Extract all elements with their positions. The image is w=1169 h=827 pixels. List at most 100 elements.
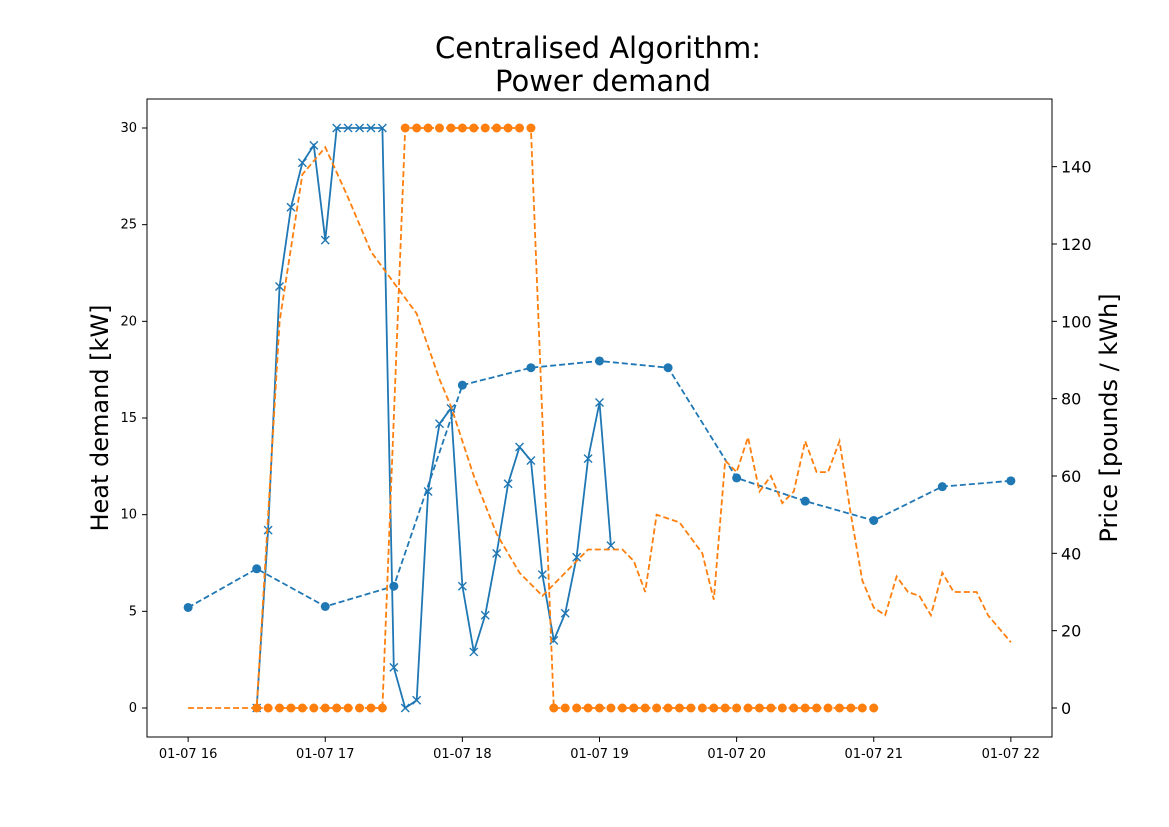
- series-3-point-49: [834, 703, 844, 713]
- series-0-line: [187, 360, 1011, 609]
- series-3-point-28: [595, 703, 604, 713]
- series-1-point-7: [332, 123, 342, 133]
- x-tick-label-5: 01-07 21: [845, 747, 903, 762]
- series-1-point-3: [286, 202, 296, 212]
- series-1-point-24: [526, 456, 536, 466]
- y-right-tick-label-4: 80: [1061, 390, 1081, 409]
- series-3-point-27: [583, 703, 593, 713]
- series-1-point-18: [457, 581, 467, 591]
- series-3-point-31: [629, 703, 639, 713]
- x-tick-label-3: 01-07 19: [570, 747, 628, 762]
- y-left-tick-label-3: 15: [120, 411, 137, 426]
- series-3-point-43: [766, 703, 776, 713]
- series-1-point-13: [400, 703, 410, 713]
- series-1-point-8: [343, 123, 353, 133]
- series-0-point-5: [526, 363, 536, 373]
- y-left-tick-label-1: 5: [129, 604, 137, 619]
- series-3-point-16: [446, 123, 456, 133]
- series-0-point-8: [732, 473, 742, 483]
- series-1-point-25: [537, 570, 547, 580]
- series-3-point-32: [640, 703, 650, 713]
- series-1-point-21: [492, 548, 502, 558]
- series-3-point-11: [377, 703, 387, 713]
- x-tick-label-1: 01-07 17: [296, 747, 354, 762]
- series-3-point-13: [412, 123, 422, 133]
- series-3-point-8: [343, 703, 353, 713]
- series-1-point-29: [583, 454, 593, 464]
- series-3-point-48: [823, 703, 833, 713]
- series-3-point-25: [560, 703, 570, 713]
- series-1-point-23: [515, 442, 525, 452]
- series-2-line: [188, 145, 1012, 709]
- plot-series: [183, 123, 1016, 713]
- series-1-point-31: [606, 541, 616, 551]
- series-3-point-29: [606, 703, 616, 713]
- series-0-point-0: [183, 602, 193, 612]
- y-axis-label-right: Price [pounds / kWh]: [1095, 293, 1123, 542]
- series-3-point-39: [720, 703, 730, 713]
- series-0-point-12: [1006, 476, 1016, 486]
- series-3-point-47: [812, 703, 822, 713]
- x-tick-label-0: 01-07 16: [159, 747, 217, 762]
- y-left-tick-label-4: 20: [120, 314, 137, 329]
- series-0-point-10: [869, 515, 879, 525]
- y-axis-label-left: Heat demand [kW]: [86, 304, 114, 531]
- series-3-point-38: [709, 703, 719, 713]
- series-1-point-5: [309, 140, 319, 150]
- series-1-point-15: [423, 486, 433, 496]
- series-1-point-10: [366, 123, 376, 133]
- series-3-point-1: [263, 703, 273, 713]
- y-right-tick-label-6: 120: [1061, 235, 1092, 254]
- series-1-point-12: [389, 662, 399, 672]
- x-tick-label-6: 01-07 22: [982, 747, 1040, 762]
- series-3-point-44: [777, 703, 787, 713]
- series-3-point-46: [800, 703, 810, 713]
- series-3-point-9: [355, 703, 365, 713]
- series-3-point-41: [743, 703, 753, 713]
- series-3-point-33: [652, 703, 662, 713]
- series-1-point-14: [412, 695, 422, 705]
- series-1-point-28: [572, 552, 582, 562]
- series-3-point-40: [732, 703, 742, 713]
- series-0-point-11: [937, 482, 947, 492]
- series-3-point-51: [857, 703, 867, 713]
- series-3-point-18: [469, 123, 479, 133]
- series-3-point-2: [275, 703, 285, 713]
- series-3-point-34: [663, 703, 673, 713]
- series-3-point-20: [492, 123, 502, 133]
- y-right-tick-label-2: 40: [1061, 544, 1081, 563]
- series-0-point-1: [252, 564, 262, 574]
- series-3-line: [256, 127, 874, 709]
- series-3-point-50: [846, 703, 856, 713]
- series-1-point-2: [275, 282, 285, 292]
- y-right-tick-label-0: 0: [1061, 699, 1071, 718]
- series-3-point-15: [435, 123, 445, 133]
- series-0-point-6: [595, 356, 604, 366]
- series-3-point-22: [515, 123, 525, 133]
- y-right-tick-label-3: 60: [1061, 467, 1081, 486]
- series-3-point-23: [526, 123, 536, 133]
- series-3-point-19: [480, 123, 490, 133]
- series-3-point-37: [697, 703, 707, 713]
- y-right-tick-label-7: 140: [1061, 158, 1092, 177]
- series-3-point-52: [869, 703, 879, 713]
- series-0-point-2: [320, 602, 330, 611]
- series-3-point-30: [617, 703, 627, 713]
- series-3-point-42: [754, 703, 764, 713]
- y-left-tick-label-2: 10: [120, 508, 137, 523]
- y-right-tick-label-5: 100: [1061, 312, 1092, 331]
- series-3-point-7: [332, 703, 342, 713]
- series-3-point-6: [320, 703, 330, 713]
- series-3-point-12: [400, 123, 410, 133]
- series-1-point-19: [469, 647, 479, 657]
- chart-title-line1: Centralised Algorithm:: [435, 31, 761, 65]
- series-1-point-11: [377, 123, 387, 133]
- axes-ticks: 01-07 16 01-07 17 01-07 18 01-07 19 01-07 20…: [120, 121, 1091, 762]
- series-3-point-35: [674, 703, 684, 713]
- plot-frame: [146, 98, 1053, 738]
- series-1-point-22: [503, 479, 513, 489]
- series-3-point-24: [549, 703, 559, 713]
- x-tick-label-4: 01-07 20: [707, 747, 765, 762]
- series-3-point-45: [789, 703, 799, 713]
